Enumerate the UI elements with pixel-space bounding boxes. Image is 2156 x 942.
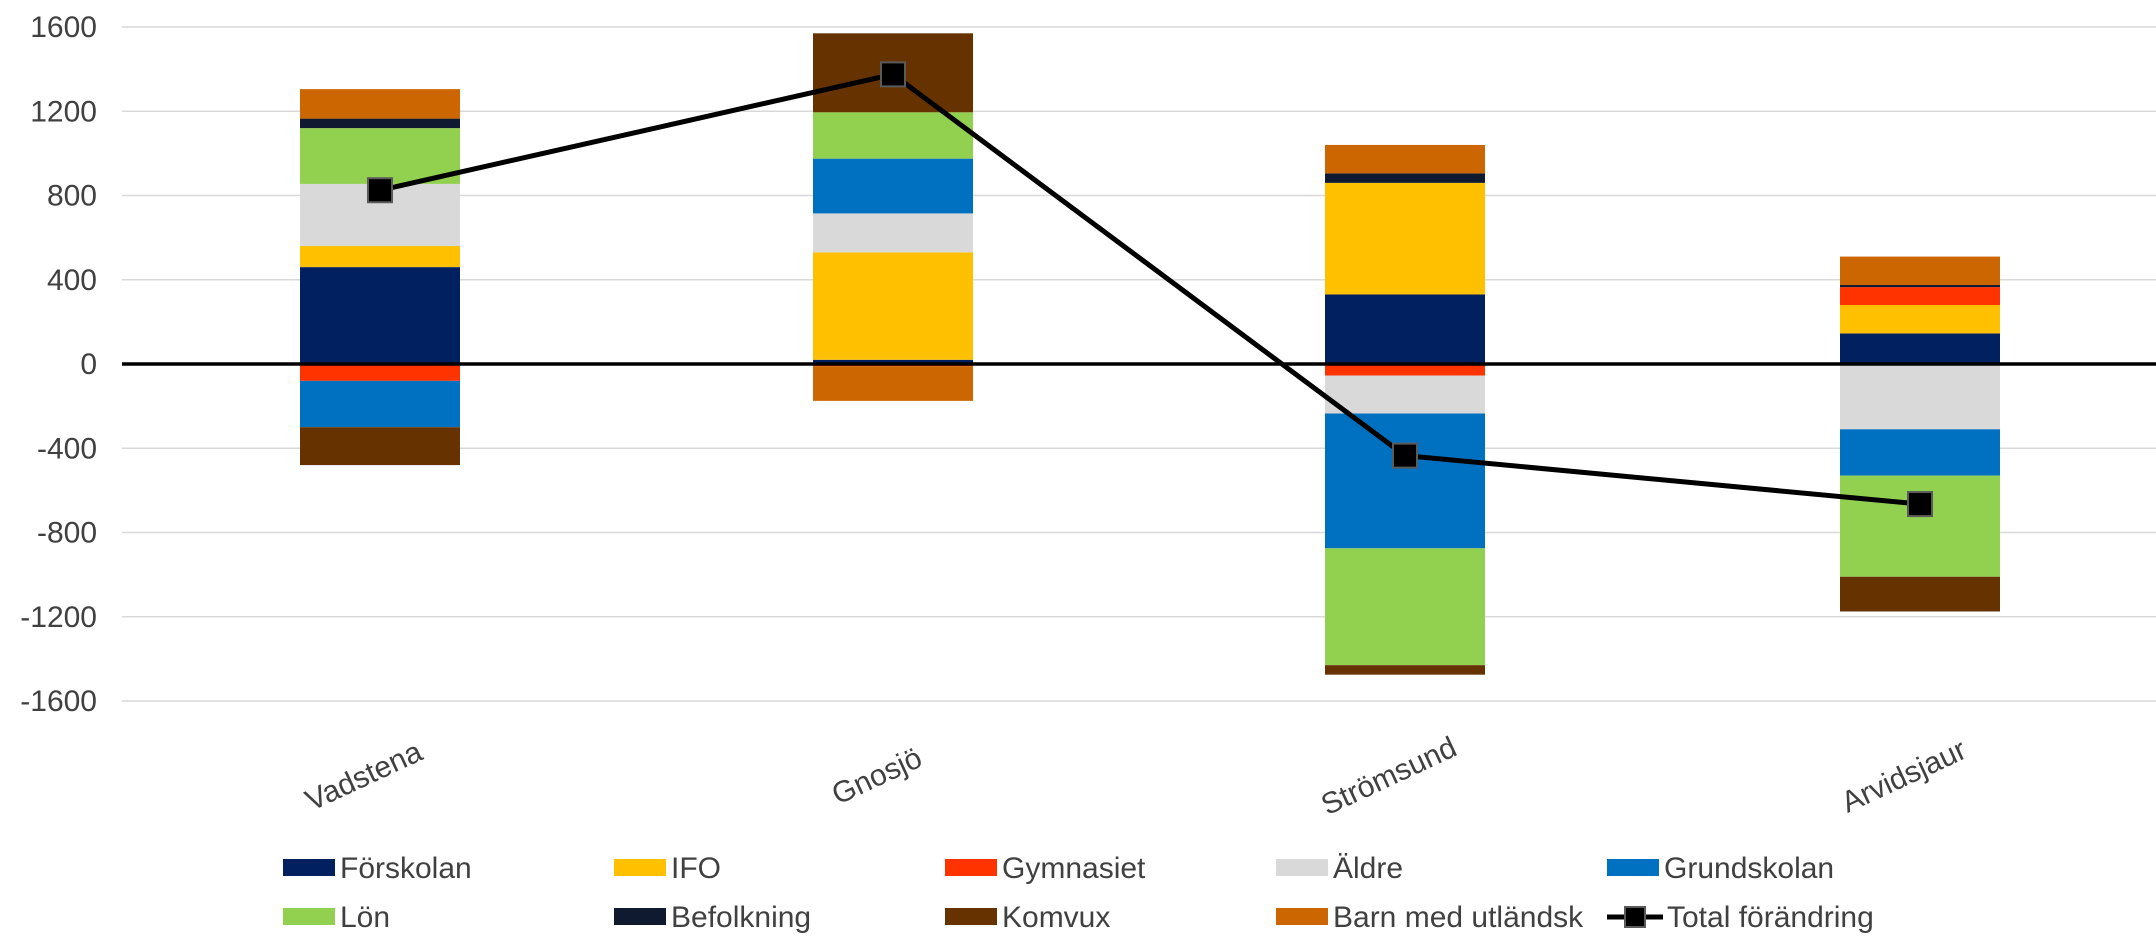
bar-segment [1840, 475, 2000, 577]
bar-segment [1840, 285, 2000, 288]
bar-segment [300, 364, 460, 381]
y-tick-label: 1200 [30, 95, 97, 128]
legend-swatch [1276, 908, 1328, 925]
bar-segment [1325, 375, 1485, 414]
y-tick-label: -800 [37, 517, 97, 550]
bar-segment [1325, 173, 1485, 183]
legend-label: Total förändring [1667, 901, 1874, 934]
y-tick-label: 400 [47, 264, 97, 297]
y-tick-label: 0 [80, 348, 97, 381]
bar-segment [1325, 665, 1485, 675]
bar-segment [1840, 429, 2000, 476]
y-tick-label: -400 [37, 432, 97, 465]
bar-segment [1840, 576, 2000, 612]
bar-segment [813, 213, 973, 253]
total-marker [1392, 442, 1418, 469]
legend-swatch [614, 908, 666, 925]
bar-segment [1325, 548, 1485, 666]
category-label: Gnosjö [827, 741, 927, 811]
bar-segment [300, 89, 460, 119]
y-axis-ticks: 1600 1200 800 400 0 -400 -800 -1200 -1600 [20, 11, 97, 718]
legend-swatch [945, 908, 997, 925]
bar-segment [300, 128, 460, 184]
bar-segment [813, 366, 973, 401]
bar-segment [300, 246, 460, 268]
bar-segment [300, 427, 460, 466]
bar-segment [1840, 333, 2000, 364]
legend-swatch [283, 908, 335, 925]
bar-segment [300, 267, 460, 364]
legend-swatch [1607, 859, 1659, 876]
legend: Förskolan IFO Gymnasiet Äldre Grundskolan Lön… [283, 852, 1874, 934]
bar-segment [1325, 364, 1485, 376]
total-marker [1907, 491, 1933, 518]
bar-segment [1325, 413, 1485, 549]
bar-segment [1325, 144, 1485, 174]
legend-label: Befolkning [671, 901, 811, 934]
bar-segment [300, 118, 460, 129]
legend-label: Äldre [1333, 852, 1403, 885]
legend-label: Barn med utländsk [1333, 901, 1584, 934]
bar-segment [813, 112, 973, 159]
legend-label: Förskolan [340, 852, 472, 885]
gridlines [122, 26, 2156, 702]
legend-swatch [283, 859, 335, 876]
bar-segment [1840, 256, 2000, 286]
legend-swatch [614, 859, 666, 876]
legend-label: Gymnasiet [1002, 852, 1146, 885]
total-line-path [379, 71, 1921, 507]
category-label: Strömsund [1316, 731, 1461, 822]
legend-label: Lön [340, 901, 390, 934]
y-tick-label: 800 [47, 180, 97, 213]
bar-segment [1840, 364, 2000, 430]
legend-label: Komvux [1002, 901, 1110, 934]
bar-segment [813, 359, 973, 364]
bar-segment [1325, 182, 1485, 295]
total-marker [880, 61, 906, 88]
bar-segment [1840, 287, 2000, 306]
y-tick-label: -1200 [20, 601, 97, 634]
legend-label: IFO [671, 852, 721, 885]
bar-segment [1325, 294, 1485, 364]
y-tick-label: 1600 [30, 11, 97, 44]
category-label: Vadstena [301, 735, 428, 818]
legend-label: Grundskolan [1664, 852, 1834, 885]
total-marker [367, 177, 393, 204]
category-label: Arvidsjaur [1837, 733, 1972, 819]
total-line [367, 61, 1933, 518]
bars [300, 33, 2000, 675]
bar-segment [1840, 305, 2000, 334]
bar-segment [813, 252, 973, 360]
category-labels: Vadstena Gnosjö Strömsund Arvidsjaur [301, 731, 1972, 822]
legend-swatch [945, 859, 997, 876]
bar-segment [300, 380, 460, 428]
bar-segment [813, 158, 973, 214]
legend-swatch [1276, 859, 1328, 876]
y-tick-label: -1600 [20, 685, 97, 718]
legend-marker [1624, 906, 1646, 928]
